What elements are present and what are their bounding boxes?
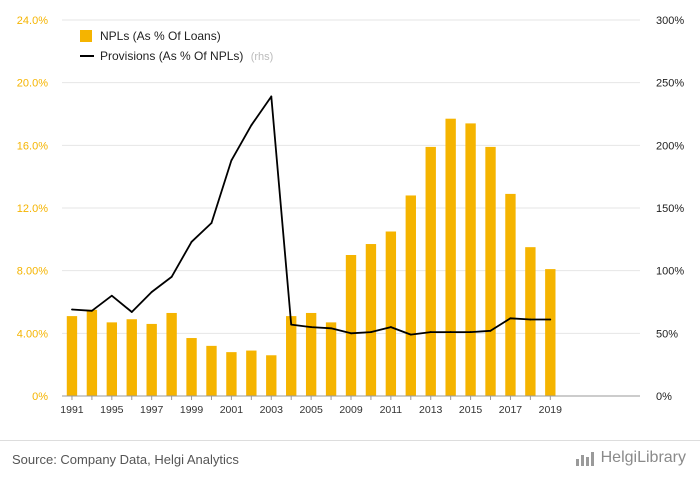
- left-tick-label: 12.0%: [17, 203, 48, 215]
- right-tick-label: 150%: [656, 203, 684, 215]
- bar-npls: [266, 355, 277, 396]
- line-series: [71, 95, 552, 336]
- bar-npls: [385, 231, 397, 396]
- bar-npls: [525, 247, 536, 396]
- bar-npls: [445, 118, 456, 396]
- legend: NPLs (As % Of Loans) Provisions (As % Of…: [80, 29, 273, 63]
- point-provisions: [330, 327, 332, 330]
- point-provisions: [110, 294, 113, 297]
- x-tick-label: 2005: [299, 404, 323, 416]
- point-provisions: [150, 291, 153, 293]
- legend-label-rhs: (rhs): [251, 51, 274, 63]
- x-tick-label: 2017: [499, 404, 523, 416]
- bar-npls: [345, 255, 357, 396]
- point-provisions: [310, 326, 313, 328]
- x-tick-label: 2013: [419, 404, 443, 416]
- x-tick-label: 2019: [539, 404, 563, 416]
- bar-npls: [405, 195, 416, 396]
- legend-swatch-npls: [80, 30, 92, 42]
- bar-npls: [126, 319, 137, 396]
- footer: Source: Company Data, Helgi Analytics He…: [0, 440, 700, 484]
- left-axis: 0% 4.00% 8.00% 12.0% 16.0% 20.0% 24.0%: [17, 15, 48, 403]
- bar-npls: [66, 316, 78, 396]
- x-tick-label: 1995: [100, 404, 124, 416]
- left-tick-label: 0%: [32, 391, 48, 403]
- right-tick-label: 200%: [656, 140, 684, 152]
- bar-npls: [505, 193, 516, 396]
- left-tick-label: 16.0%: [17, 140, 48, 152]
- point-provisions: [71, 308, 73, 311]
- point-provisions: [489, 329, 492, 332]
- left-tick-label: 20.0%: [17, 78, 48, 90]
- bar-npls: [226, 352, 237, 396]
- x-tick-label: 2001: [220, 404, 244, 416]
- point-provisions: [290, 323, 293, 326]
- x-tick-label: 1997: [140, 404, 164, 416]
- point-provisions: [370, 331, 372, 333]
- left-tick-label: 8.00%: [17, 266, 48, 278]
- right-tick-label: 100%: [656, 266, 684, 278]
- point-provisions: [170, 276, 173, 278]
- bar-npls: [545, 269, 556, 396]
- legend-label-provisions: Provisions (As % Of NPLs): [100, 49, 243, 63]
- x-axis: 1991 1995 1997 1999 2001 2003 2005 2009 2011 2013…: [60, 395, 640, 416]
- bar-npls: [206, 345, 217, 396]
- x-tick-label: 2011: [380, 404, 403, 416]
- point-provisions: [130, 311, 133, 313]
- bar-npls: [365, 244, 377, 396]
- line-provisions: [71, 95, 551, 336]
- x-tick-label: 2015: [459, 404, 483, 416]
- point-provisions: [509, 317, 512, 320]
- bar-npls: [305, 312, 317, 396]
- source-note: Source: Company Data, Helgi Analytics: [12, 452, 239, 467]
- legend-label-npls: NPLs (As % Of Loans): [100, 29, 221, 43]
- chart: 0% 4.00% 8.00% 12.0% 16.0% 20.0% 24.0% 0% 50% 10…: [17, 15, 685, 416]
- bar-npls: [146, 323, 157, 396]
- svg-text:Provisions (As % Of NPLs): Provisions (As % Of NPLs) (rhs): [100, 49, 273, 63]
- left-tick-label: 4.00%: [17, 328, 48, 340]
- point-provisions: [389, 326, 392, 328]
- right-tick-label: 0%: [656, 391, 672, 403]
- point-provisions: [190, 240, 193, 243]
- point-provisions: [529, 318, 532, 321]
- point-provisions: [270, 95, 273, 98]
- bar-npls: [106, 322, 118, 396]
- bar-series: [66, 118, 556, 397]
- x-tick-label: 1999: [180, 404, 204, 416]
- right-tick-label: 300%: [656, 15, 684, 27]
- point-provisions: [350, 332, 352, 335]
- chart-logo-icon: [575, 452, 594, 466]
- x-tick-label: 2009: [339, 404, 363, 416]
- right-axis: 0% 50% 100% 150% 200% 250% 300%: [656, 15, 684, 403]
- bar-npls: [465, 123, 476, 397]
- bar-npls: [485, 146, 496, 396]
- left-tick-label: 24.0%: [17, 15, 48, 27]
- point-provisions: [250, 124, 253, 127]
- right-tick-label: 50%: [656, 328, 678, 340]
- right-tick-label: 250%: [656, 78, 684, 90]
- point-provisions: [449, 331, 452, 333]
- point-provisions: [469, 331, 472, 333]
- point-provisions: [409, 333, 412, 336]
- point-provisions: [90, 309, 93, 312]
- x-tick-label: 1991: [60, 404, 84, 416]
- brand-name: HelgiLibrary: [600, 449, 686, 466]
- x-tick-label: 2003: [260, 404, 284, 416]
- bar-npls: [166, 312, 177, 396]
- bar-npls: [246, 350, 257, 396]
- point-provisions: [549, 318, 552, 321]
- brand-logo: HelgiLibrary: [575, 449, 686, 467]
- point-provisions: [230, 159, 233, 162]
- bar-npls: [286, 316, 297, 396]
- bar-npls: [325, 322, 337, 396]
- bar-npls: [86, 309, 98, 396]
- point-provisions: [210, 222, 213, 224]
- bar-npls: [425, 146, 436, 396]
- point-provisions: [429, 331, 432, 333]
- bar-npls: [186, 338, 197, 396]
